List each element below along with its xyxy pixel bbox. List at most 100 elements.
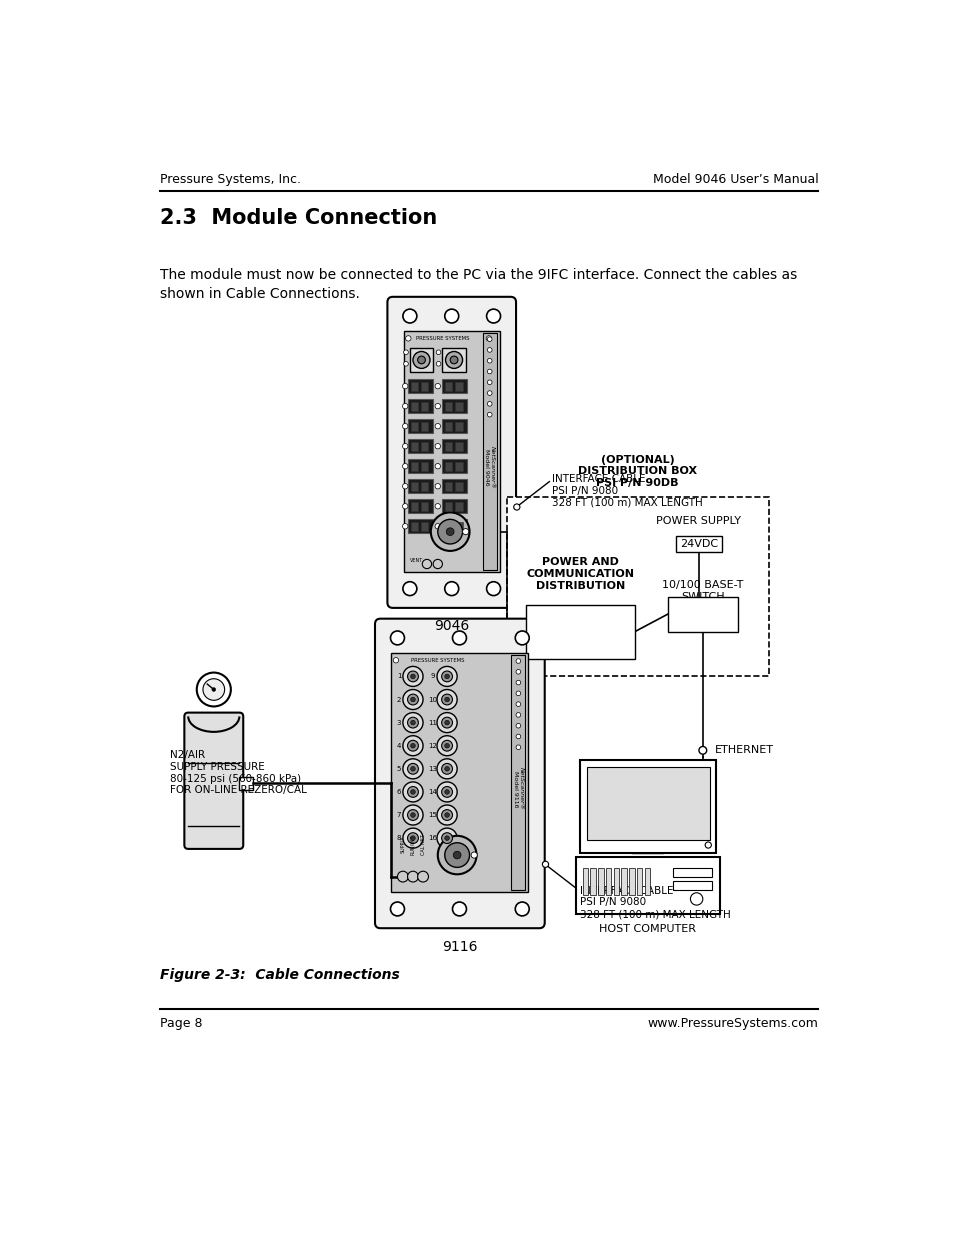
Circle shape: [417, 871, 428, 882]
Circle shape: [436, 782, 456, 802]
Circle shape: [435, 524, 440, 529]
Circle shape: [405, 336, 411, 341]
Bar: [420, 462, 428, 471]
Bar: [455, 521, 462, 531]
Text: 9: 9: [431, 673, 435, 679]
Text: 14: 14: [428, 789, 437, 795]
Text: NetScanner®: NetScanner®: [518, 767, 523, 810]
Circle shape: [487, 358, 492, 363]
Bar: [410, 348, 433, 372]
Circle shape: [436, 667, 456, 687]
Circle shape: [542, 861, 548, 867]
Text: 15: 15: [428, 813, 437, 818]
Bar: [511, 655, 525, 890]
Circle shape: [402, 383, 408, 389]
Circle shape: [441, 787, 452, 798]
Circle shape: [444, 743, 449, 748]
Text: Model 9046 User’s Manual: Model 9046 User’s Manual: [652, 173, 818, 185]
Bar: [442, 479, 467, 493]
Bar: [455, 482, 462, 490]
Text: 3: 3: [396, 720, 401, 726]
Text: POWER AND
COMMUNICATION
DISTRIBUTION: POWER AND COMMUNICATION DISTRIBUTION: [526, 557, 634, 590]
Circle shape: [410, 720, 415, 725]
Text: RUN/INT: RUN/INT: [410, 834, 416, 855]
Bar: [408, 479, 433, 493]
Circle shape: [402, 463, 408, 469]
Text: 24VDC: 24VDC: [679, 538, 718, 550]
Circle shape: [516, 658, 520, 663]
Bar: [420, 401, 428, 411]
Circle shape: [462, 529, 468, 535]
Text: 9116: 9116: [441, 940, 476, 953]
Bar: [637, 868, 641, 895]
Circle shape: [437, 836, 476, 874]
Bar: [420, 442, 428, 451]
Circle shape: [390, 902, 404, 916]
Text: The module must now be connected to the PC via the 9IFC interface. Connect the c: The module must now be connected to the …: [159, 268, 796, 301]
Circle shape: [407, 787, 418, 798]
Circle shape: [435, 504, 440, 509]
Circle shape: [444, 842, 469, 867]
Bar: [579, 761, 716, 852]
Circle shape: [436, 689, 456, 710]
Text: PRESSURE SYSTEMS: PRESSURE SYSTEMS: [416, 336, 469, 341]
Circle shape: [444, 720, 449, 725]
Circle shape: [486, 336, 491, 341]
Text: Figure 2-3:  Cable Connections: Figure 2-3: Cable Connections: [159, 968, 399, 982]
Bar: [444, 521, 452, 531]
Text: 5: 5: [396, 766, 401, 772]
Bar: [444, 382, 452, 390]
Bar: [455, 382, 462, 390]
Circle shape: [413, 352, 430, 368]
Bar: [239, 777, 253, 789]
Circle shape: [212, 688, 215, 692]
Circle shape: [516, 713, 520, 718]
Circle shape: [390, 631, 404, 645]
Bar: [598, 868, 603, 895]
Bar: [444, 401, 452, 411]
Circle shape: [402, 829, 422, 848]
Bar: [442, 348, 465, 372]
Circle shape: [410, 836, 415, 841]
Circle shape: [402, 736, 422, 756]
Circle shape: [452, 631, 466, 645]
Bar: [455, 501, 462, 511]
Circle shape: [444, 836, 449, 841]
Circle shape: [471, 852, 476, 858]
Bar: [420, 501, 428, 511]
Circle shape: [402, 424, 408, 429]
Text: N2/AIR
SUPPLY PRESSURE
80-125 psi (560-860 kPa)
FOR ON-LINE REZERO/CAL: N2/AIR SUPPLY PRESSURE 80-125 psi (560-8…: [170, 751, 306, 795]
Circle shape: [402, 758, 422, 779]
Text: NetScanner®: NetScanner®: [490, 446, 495, 489]
Circle shape: [450, 356, 457, 364]
Text: ETHERNET: ETHERNET: [714, 746, 773, 756]
Text: (OPTIONAL)
DISTRIBUTION BOX
PSI P/N 90DB: (OPTIONAL) DISTRIBUTION BOX PSI P/N 90DB: [578, 454, 697, 488]
Circle shape: [444, 582, 458, 595]
Circle shape: [407, 810, 418, 820]
Circle shape: [487, 380, 492, 384]
Bar: [420, 421, 428, 431]
Text: INTERFACE CABLE
PSI P/N 9080
328 FT (100 m) MAX LENGTH: INTERFACE CABLE PSI P/N 9080 328 FT (100…: [551, 474, 701, 508]
Circle shape: [699, 746, 706, 755]
Bar: [410, 421, 418, 431]
Bar: [405, 333, 480, 343]
Circle shape: [410, 743, 415, 748]
Text: 9046: 9046: [434, 620, 469, 634]
Circle shape: [436, 805, 456, 825]
Text: VENT: VENT: [410, 558, 423, 563]
Circle shape: [441, 740, 452, 751]
Circle shape: [196, 673, 231, 706]
Text: Page 8: Page 8: [159, 1016, 202, 1030]
Text: HOST COMPUTER: HOST COMPUTER: [598, 924, 696, 934]
Bar: [455, 401, 462, 411]
Bar: [613, 868, 618, 895]
Bar: [410, 521, 418, 531]
Bar: [442, 419, 467, 433]
Bar: [673, 882, 711, 890]
Text: Model 9116: Model 9116: [513, 771, 517, 808]
Circle shape: [407, 671, 418, 682]
Bar: [410, 501, 418, 511]
Bar: [410, 382, 418, 390]
Bar: [482, 333, 497, 571]
Text: 8: 8: [396, 835, 401, 841]
